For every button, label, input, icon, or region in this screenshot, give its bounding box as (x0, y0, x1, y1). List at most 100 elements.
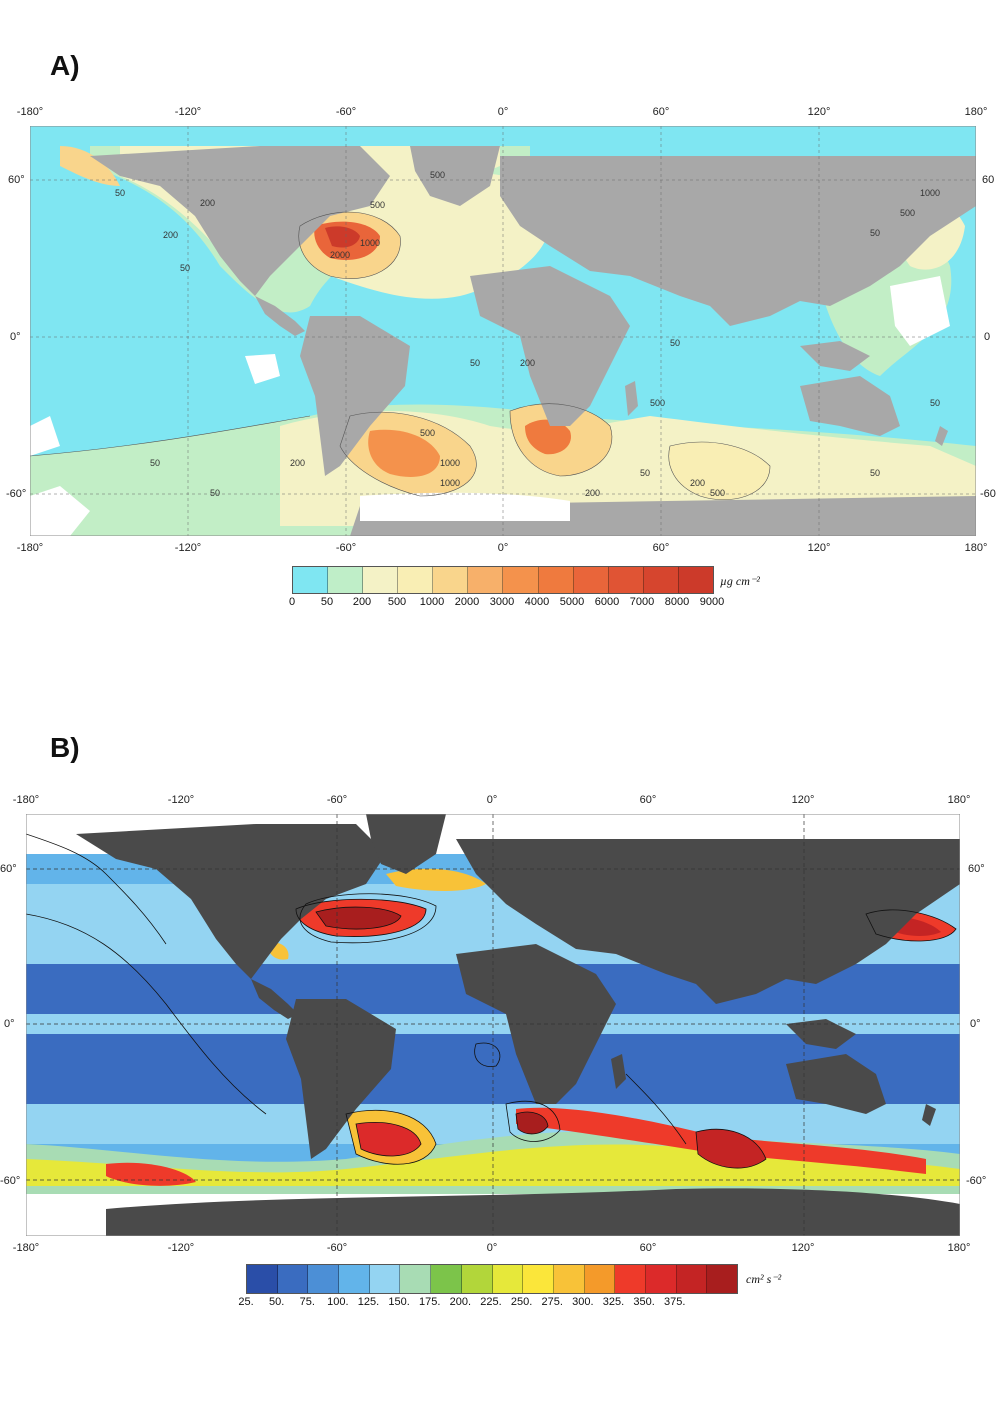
colorbar-swatch (492, 1265, 524, 1293)
colorbar-label: 4000 (524, 596, 550, 608)
colorbar-swatch (468, 567, 504, 593)
colorbar-label: 125. (357, 1296, 380, 1308)
contour-label: 50 (115, 188, 125, 198)
colorbar-label: 175. (419, 1296, 441, 1308)
colorbar-label: 25. (238, 1296, 254, 1308)
colorbar-swatch (431, 1265, 462, 1293)
colorbar-swatch (608, 567, 644, 593)
colorbar-swatch (398, 567, 434, 593)
contour-value-labels: 500 200 50 1000 2000 200 500 50 500 1000… (115, 170, 940, 498)
colorbar-label: 350. (633, 1296, 655, 1308)
tick-label: 0° (497, 542, 509, 554)
tick-label: -60° (335, 542, 357, 554)
colorbar-label: 0 (288, 596, 296, 608)
contour-label: 1000 (440, 478, 460, 488)
tick-label: -60° (335, 106, 357, 118)
y-tick-label: -60° (0, 1175, 21, 1187)
colorbar-label: 2000 (454, 596, 480, 608)
colorbar-swatch (363, 567, 399, 593)
contour-label: 500 (710, 488, 725, 498)
y-tick-label: 60° (0, 863, 17, 875)
y-tick-label: -60 (980, 488, 996, 500)
colorbar-swatch (573, 567, 609, 593)
colorbar-swatch (308, 1265, 340, 1293)
panel-b-map-svg (26, 814, 960, 1236)
contour-lines (26, 833, 957, 1169)
colorbar-label: 150. (388, 1296, 410, 1308)
contour-label: 50 (870, 228, 880, 238)
contour-label: 200 (520, 358, 535, 368)
colorbar-swatch (277, 1265, 309, 1293)
colorbar-swatch (461, 1265, 493, 1293)
graticule (30, 126, 976, 536)
tick-label: 0° (486, 794, 498, 806)
tick-label: 180° (964, 106, 988, 118)
colorbar-label: 9000 (699, 596, 725, 608)
colorbar-label: 200 (352, 596, 372, 608)
colorbar-swatch (538, 567, 574, 593)
colorbar-swatch (615, 1265, 646, 1293)
contour-label: 1000 (360, 238, 380, 248)
colorbar-label: 225. (480, 1296, 502, 1308)
panel-b-label: B) (50, 732, 80, 763)
colorbar-label: 8000 (664, 596, 690, 608)
colorbar-swatch (433, 567, 469, 593)
tick-label: 60° (639, 794, 657, 806)
contour-label: 50 (870, 468, 880, 478)
colorbar-label: 375. (664, 1296, 686, 1308)
colorbar-swatch (584, 1265, 616, 1293)
colorbar-swatch (645, 1265, 677, 1293)
contour-label: 50 (210, 488, 220, 498)
colorbar-label: 325. (602, 1296, 625, 1308)
colorbar-label: 250. (510, 1296, 533, 1308)
tick-label: -180° (12, 1242, 40, 1254)
colorbar-swatch (678, 567, 713, 593)
contour-label: 500 (650, 398, 665, 408)
colorbar-swatch (400, 1265, 432, 1293)
panel-b-colorbar (246, 1264, 738, 1294)
colorbar-label: 200. (449, 1296, 472, 1308)
tick-label: -180° (16, 106, 44, 118)
colorbar-label: 75. (299, 1296, 315, 1308)
colorbar-swatch (328, 567, 364, 593)
tick-label: -120° (174, 106, 202, 118)
tick-label: -120° (174, 542, 202, 554)
contour-label: 1000 (440, 458, 460, 468)
contour-label: 200 (690, 478, 705, 488)
colorbar-swatch (676, 1265, 708, 1293)
colorbar-label: 6000 (594, 596, 620, 608)
tick-label: 0° (497, 106, 509, 118)
panel-a-map-svg: 500 200 50 1000 2000 200 500 50 500 1000… (30, 126, 976, 536)
contour-label: 200 (290, 458, 305, 468)
tick-label: 180° (947, 794, 971, 806)
panel-a-map: 500 200 50 1000 2000 200 500 50 500 1000… (30, 126, 976, 536)
y-tick-label: 0° (4, 1018, 15, 1030)
panel-a-colorbar-unit: µg cm⁻² (720, 574, 760, 588)
land-panel-b (76, 814, 960, 1236)
y-tick-label: 0° (970, 1018, 981, 1030)
colorbar-label: 275. (541, 1296, 563, 1308)
colorbar-label: 100. (327, 1296, 349, 1308)
contour-label: 2000 (330, 250, 350, 260)
contour-label: 500 (430, 170, 445, 180)
contour-label: 50 (640, 468, 650, 478)
tick-label: 120° (791, 1242, 815, 1254)
y-tick-label: 60 (982, 174, 995, 186)
contour-label: 50 (470, 358, 480, 368)
tick-label: -60° (326, 794, 348, 806)
y-tick-label: 0 (984, 331, 991, 343)
colorbar-label: 3000 (489, 596, 515, 608)
colorbar-swatch (523, 1265, 554, 1293)
tick-label: -120° (167, 1242, 195, 1254)
colorbar-swatch (293, 567, 329, 593)
y-tick-label: 60° (968, 863, 985, 875)
contour-label: 50 (150, 458, 160, 468)
tick-label: -180° (16, 542, 44, 554)
colorbar-swatch (339, 1265, 370, 1293)
colorbar-swatch (707, 1265, 737, 1293)
tick-label: -60° (326, 1242, 348, 1254)
colorbar-label: 5000 (559, 596, 585, 608)
colorbar-label: 300. (572, 1296, 594, 1308)
colorbar-label: 50. (268, 1296, 285, 1308)
contour-label: 500 (900, 208, 915, 218)
